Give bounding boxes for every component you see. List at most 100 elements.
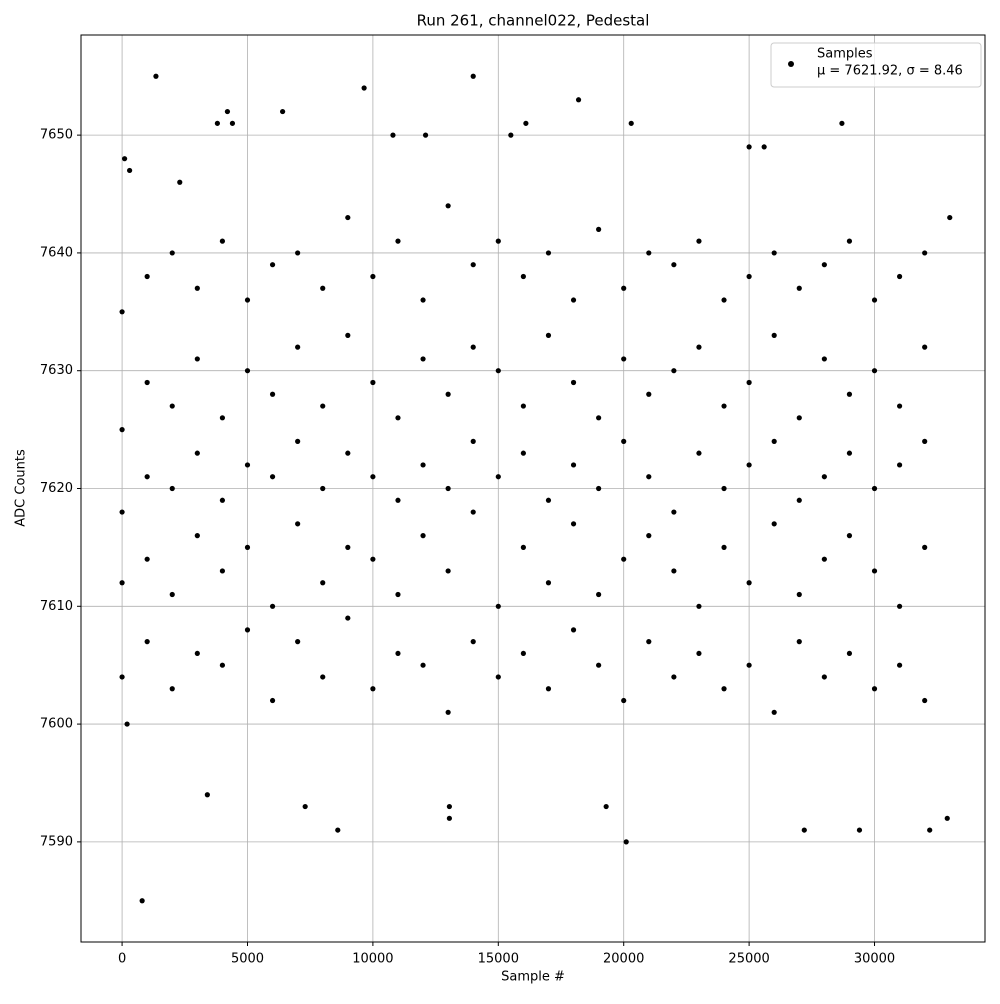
point [395, 497, 401, 503]
point [139, 898, 145, 904]
point [746, 379, 752, 386]
point [177, 179, 183, 185]
point [545, 250, 552, 256]
point [269, 391, 276, 397]
point [153, 73, 159, 79]
y-axis-label: ADC Counts [14, 449, 29, 527]
point [646, 639, 652, 645]
legend: Samples μ = 7621.92, σ = 8.46 [770, 42, 982, 88]
point [746, 144, 752, 150]
x-tick-label: 20000 [603, 952, 644, 967]
point [575, 97, 582, 103]
legend-label: Samples [817, 47, 873, 62]
point [124, 721, 130, 727]
point [646, 250, 652, 256]
point [295, 639, 301, 645]
point [446, 815, 452, 821]
point [771, 521, 777, 527]
x-tick-label: 25000 [728, 952, 769, 967]
point [721, 403, 727, 409]
point [922, 438, 928, 444]
point [570, 297, 577, 303]
point [922, 697, 928, 704]
x-tick-label: 15000 [478, 952, 519, 967]
point [596, 226, 602, 232]
point [395, 650, 401, 657]
point [420, 356, 426, 362]
point [244, 627, 251, 633]
point [570, 462, 577, 468]
point [144, 379, 150, 386]
point [345, 214, 351, 221]
point [896, 273, 903, 280]
point [320, 485, 326, 492]
point [671, 262, 677, 268]
point [696, 344, 702, 350]
point [395, 415, 401, 421]
point [495, 674, 501, 680]
point [621, 285, 627, 291]
point [746, 580, 752, 586]
point [947, 214, 953, 221]
point [570, 379, 577, 386]
point [269, 697, 276, 704]
point [746, 662, 752, 668]
point [721, 485, 727, 492]
point [335, 827, 341, 833]
point [871, 368, 878, 374]
point [520, 450, 526, 456]
point [119, 580, 125, 586]
point [119, 309, 125, 315]
point [671, 568, 677, 574]
y-tick-label: 7640 [40, 245, 73, 260]
point [420, 462, 426, 468]
point [445, 203, 451, 209]
point [761, 144, 767, 150]
point [495, 474, 501, 480]
point [229, 120, 236, 126]
point [856, 827, 863, 833]
point [771, 250, 777, 256]
y-tick-label: 7630 [40, 363, 73, 378]
x-tick-label: 10000 [352, 952, 393, 967]
point [495, 368, 501, 374]
point [796, 591, 802, 598]
point [796, 285, 802, 291]
point [345, 544, 351, 550]
point [922, 250, 928, 256]
legend-marker [788, 61, 794, 67]
point [395, 238, 401, 244]
point [846, 450, 853, 456]
point [420, 662, 426, 668]
point [545, 497, 552, 503]
point [345, 450, 351, 456]
point [671, 368, 677, 374]
point [370, 556, 376, 562]
point [628, 120, 634, 126]
point [302, 803, 308, 810]
point [696, 450, 702, 456]
point [119, 674, 125, 680]
point [922, 344, 928, 350]
point [523, 120, 529, 126]
point [420, 297, 426, 303]
y-tick-label: 7590 [40, 834, 73, 849]
point [445, 709, 451, 715]
point [470, 73, 476, 79]
point [896, 462, 903, 468]
point [671, 674, 677, 680]
point [214, 120, 220, 126]
point [570, 627, 577, 633]
point [771, 332, 777, 338]
point [370, 379, 376, 386]
point [169, 403, 175, 409]
point [219, 568, 226, 574]
point [596, 415, 602, 421]
point [545, 332, 552, 338]
point [295, 521, 301, 527]
point [621, 556, 627, 562]
grid: 0 5000 10000 15000 20000 25000 30000 7590 7600 76… [40, 35, 985, 967]
point [446, 803, 452, 810]
